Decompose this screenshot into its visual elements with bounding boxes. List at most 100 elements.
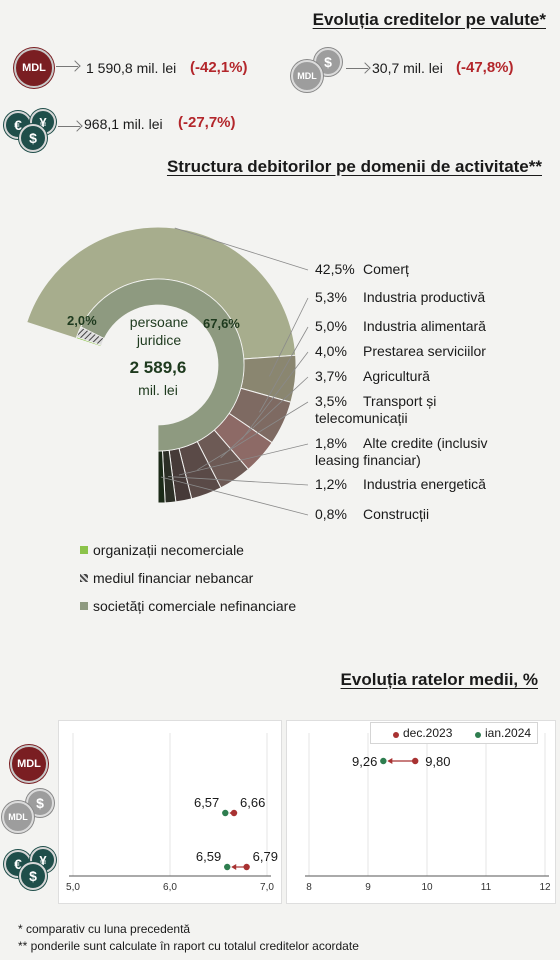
- legend-swatch: [80, 602, 88, 610]
- outer-label-text: Industria energetică: [363, 476, 486, 492]
- outer-label-text: Comerț: [363, 261, 409, 277]
- point-dec: [412, 757, 419, 765]
- outer-label-text: Prestarea serviciilor: [363, 343, 486, 359]
- outer-label-1: 5,3% Industria productivă: [315, 289, 485, 306]
- leader-line-8: [160, 476, 309, 516]
- point-dec: [230, 809, 238, 817]
- donut-center-caption: persoane juridice: [124, 313, 194, 349]
- legend-nonbank: mediul financiar nebancar: [80, 570, 253, 586]
- outer-label-7: 1,2% Industria energetică: [315, 476, 486, 493]
- outer-label-pct: 3,7%: [315, 368, 347, 384]
- arrow-icon: [56, 66, 78, 67]
- donut-center-value: 2 589,6: [129, 358, 187, 377]
- indexed-value: 30,7 mil. lei: [372, 60, 443, 76]
- x-tick-label: 7,0: [260, 882, 274, 893]
- legend-swatch: [80, 574, 88, 582]
- x-tick-label: 12: [539, 882, 551, 893]
- outer-label-pct: 5,0%: [315, 318, 347, 334]
- outer-label-text: Industria alimentară: [363, 318, 486, 334]
- outer-label-8: 0,8% Construcții: [315, 506, 429, 523]
- arrow-icon: [58, 126, 80, 127]
- outer-label-pct: 1,2%: [315, 476, 347, 492]
- mdl-coin-icon: MDL: [14, 48, 54, 88]
- legend-jan-label: ian.2024: [485, 726, 532, 740]
- structure-title: Structura debitorilor pe domenii de acti…: [166, 157, 542, 176]
- leader-line-5: [197, 401, 309, 471]
- outer-label-pct: 5,3%: [315, 289, 347, 305]
- legend-dec-label: dec.2023: [403, 726, 453, 740]
- outer-label-pct: 42,5%: [315, 261, 355, 277]
- point-jan: [222, 809, 229, 817]
- label-dec: 6,66: [240, 795, 265, 810]
- outer-label-text2: telecomunicații: [315, 410, 408, 426]
- donut-center-unit: mil. lei: [138, 382, 178, 398]
- outer-label-5: 3,5% Transport și telecomunicații: [315, 393, 436, 427]
- x-tick-label: 11: [481, 882, 492, 893]
- outer-label-text: Alte credite (inclusiv: [363, 435, 488, 451]
- arrow-head: [231, 864, 237, 870]
- mdl-change: (-42,1%): [190, 59, 248, 76]
- fx-value: 968,1 mil. lei: [84, 116, 163, 132]
- x-tick-label: 8: [306, 882, 312, 893]
- outer-label-pct: 4,0%: [315, 343, 347, 359]
- legend-nonprofit: organizații necomerciale: [80, 542, 244, 558]
- mdl-value: 1 590,8 mil. lei: [86, 60, 177, 76]
- arrow-head: [387, 758, 393, 764]
- legend-dot-dec: [393, 732, 399, 738]
- outer-label-pct: 0,8%: [315, 506, 347, 522]
- rates-mdl-panel: 8 9 10 11 12 9,26 9,80: [286, 720, 556, 904]
- indexed-change: (-47,8%): [456, 59, 514, 76]
- currency-title: Evoluția creditelor pe valute*: [312, 10, 546, 29]
- leader-line-4: [220, 376, 309, 459]
- label-jan: 9,26: [352, 754, 377, 769]
- footnote-1: * comparativ cu luna precedentă: [18, 922, 191, 936]
- outer-label-3: 4,0% Prestarea serviciilor: [315, 343, 486, 360]
- mdl-coin-icon: MDL: [10, 745, 48, 783]
- leader-line-2: [259, 326, 309, 413]
- point-jan: [224, 863, 231, 871]
- outer-label-text: Transport și: [363, 393, 437, 409]
- center-line1: persoane: [129, 314, 189, 330]
- legend-dot-jan: [475, 732, 481, 738]
- outer-label-text: Agricultură: [363, 368, 430, 384]
- outer-label-4: 3,7% Agricultură: [315, 368, 430, 385]
- structure-donut-chart: [26, 226, 309, 516]
- leader-line-6: [178, 443, 309, 476]
- leader-line-0: [174, 227, 309, 271]
- rates-legend: dec.2023 ian.2024: [370, 722, 538, 744]
- x-tick-label: 9: [365, 882, 371, 893]
- legend-swatch: [80, 546, 88, 554]
- footnote-2: ** ponderile sunt calculate în raport cu…: [18, 939, 359, 953]
- leader-line-1: [269, 297, 309, 377]
- outer-label-text2: leasing financiar): [315, 452, 421, 468]
- label-dec: 6,79: [253, 849, 278, 864]
- rates-fx-chart: 5,0 6,0 7,0 6,57 6,66 6,59 6,79: [66, 733, 278, 893]
- outer-label-2: 5,0% Industria alimentară: [315, 318, 486, 335]
- arrow-icon: [346, 68, 368, 69]
- legend-companies: societăți comerciale nefinanciare: [80, 598, 296, 614]
- x-tick-label: 5,0: [66, 882, 80, 893]
- x-tick-label: 6,0: [163, 882, 177, 893]
- label-dec: 9,80: [425, 754, 450, 769]
- leader-line-7: [168, 476, 309, 486]
- fx-change: (-27,7%): [178, 114, 236, 131]
- outer-label-text: Industria productivă: [363, 289, 486, 305]
- inner-label-right: 67,6%: [203, 316, 240, 331]
- outer-label-0: 42,5% Comerț: [315, 261, 409, 278]
- outer-label-text: Construcții: [363, 506, 430, 522]
- outer-label-6: 1,8% Alte credite (inclusiv leasing financ…: [315, 435, 488, 469]
- label-jan: 6,59: [196, 849, 221, 864]
- rates-fx-panel: 5,0 6,0 7,0 6,57 6,66 6,59 6,79: [58, 720, 282, 904]
- inner-label-left: 2,0%: [67, 313, 97, 328]
- center-line2: juridice: [136, 332, 182, 348]
- rates-title: Evoluția ratelor medii, %: [340, 670, 538, 689]
- point-dec: [243, 863, 250, 871]
- leader-line-3: [241, 351, 309, 440]
- rates-mdl-chart: 8 9 10 11 12 9,26 9,80: [305, 733, 551, 893]
- x-tick-label: 10: [421, 882, 433, 893]
- point-jan: [380, 757, 387, 765]
- outer-label-pct: 3,5%: [315, 393, 347, 409]
- outer-label-pct: 1,8%: [315, 435, 347, 451]
- label-jan: 6,57: [194, 795, 219, 810]
- inner-slice-2: [80, 278, 245, 452]
